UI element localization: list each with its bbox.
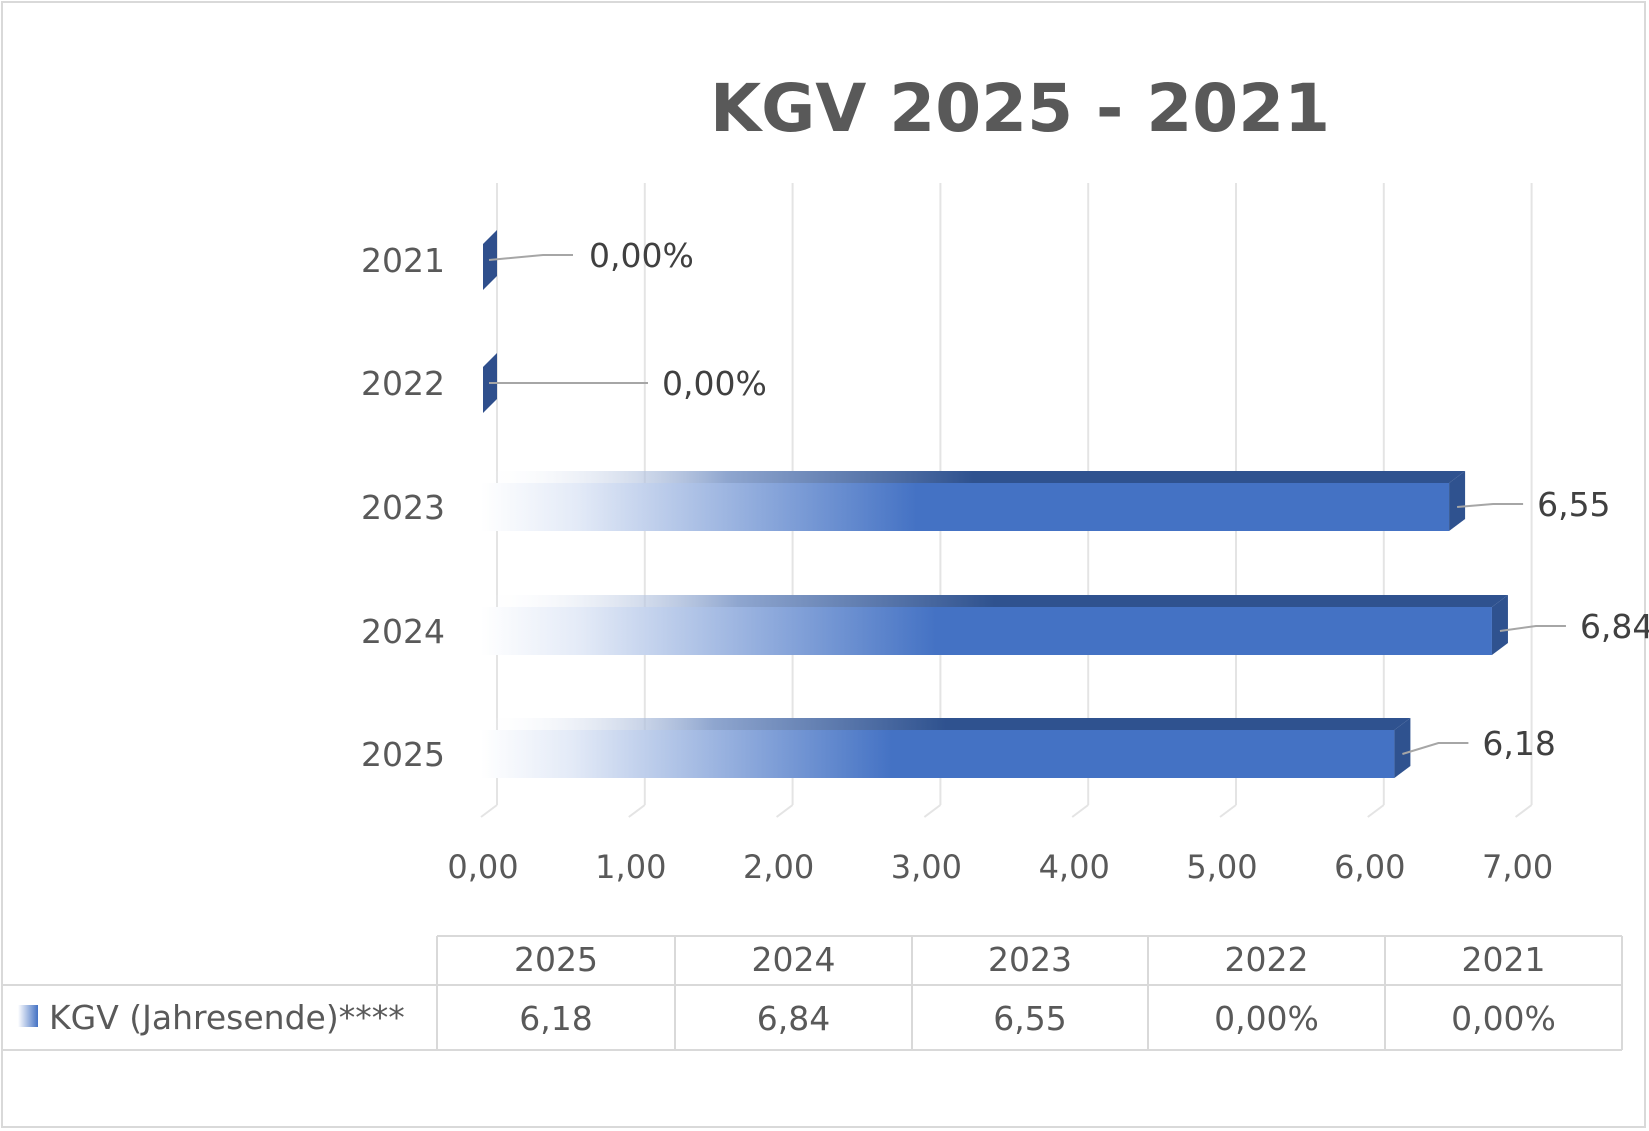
gridline-floor [1367, 804, 1385, 818]
bar [481, 483, 1450, 531]
bar-end [1449, 471, 1466, 531]
table-cell: 6,84 [757, 999, 830, 1038]
chart-title: KGV 2025 - 2021 [710, 70, 1330, 147]
leader-line [488, 254, 573, 261]
category-labels: 2021 2022 2023 2024 2025 [361, 241, 445, 774]
bars [481, 230, 1508, 778]
category-label: 2024 [361, 612, 445, 651]
bar [481, 730, 1395, 778]
table-header: 2024 [752, 940, 836, 979]
x-tick-label: 6,00 [1334, 848, 1405, 886]
gridline-floor [1071, 804, 1089, 818]
gridline-floor [1219, 804, 1237, 818]
data-label: 0,00% [589, 236, 694, 275]
x-tick-label: 0,00 [447, 848, 518, 886]
x-tick-label: 5,00 [1186, 848, 1257, 886]
bar-top [481, 718, 1411, 730]
category-label: 2023 [361, 488, 445, 527]
table-header: 2022 [1225, 940, 1309, 979]
table-header: 2023 [988, 940, 1072, 979]
gridline-floor [775, 804, 794, 818]
leader-line [1499, 625, 1566, 632]
table-row-label: KGV (Jahresende)**** [49, 998, 405, 1037]
data-labels: 0,00% 0,00% 6,55 6,84 6,18 [488, 236, 1649, 763]
gridline-floor [923, 804, 942, 818]
data-table: 2025 2024 2023 2022 2021 6,18 6,84 6,55 0,00% 0,0… [2, 935, 1623, 1051]
data-label: 0,00% [662, 364, 767, 403]
x-tick-label: 7,00 [1482, 848, 1553, 886]
x-tick-label: 4,00 [1039, 848, 1110, 886]
data-label: 6,18 [1482, 724, 1555, 763]
gridline-floor [628, 804, 646, 818]
bar [481, 607, 1492, 655]
data-label: 6,55 [1537, 485, 1610, 524]
gridline-floor [1514, 804, 1533, 818]
x-axis-ticks: 0,00 1,00 2,00 3,00 4,00 5,00 6,00 7,00 [447, 848, 1553, 886]
leader-line [1457, 503, 1524, 508]
table-cell: 0,00% [1451, 999, 1556, 1038]
legend-key [18, 1005, 38, 1027]
bar-top [481, 595, 1508, 607]
data-label: 6,84 [1580, 607, 1649, 646]
category-label: 2021 [361, 241, 445, 280]
table-cell: 6,55 [993, 999, 1066, 1038]
gridline-floor [480, 804, 498, 818]
category-label: 2025 [361, 735, 445, 774]
bar-top [481, 471, 1466, 483]
table-cell: 6,18 [519, 999, 592, 1038]
table-header: 2021 [1462, 940, 1546, 979]
x-tick-label: 3,00 [891, 848, 962, 886]
table-cell: 0,00% [1214, 999, 1319, 1038]
category-label: 2022 [361, 364, 445, 403]
x-tick-label: 1,00 [595, 848, 666, 886]
bar-end [1394, 718, 1411, 778]
x-tick-label: 2,00 [743, 848, 814, 886]
leader-line [1402, 742, 1469, 755]
table-header: 2025 [514, 940, 598, 979]
bar-end [1491, 595, 1508, 655]
